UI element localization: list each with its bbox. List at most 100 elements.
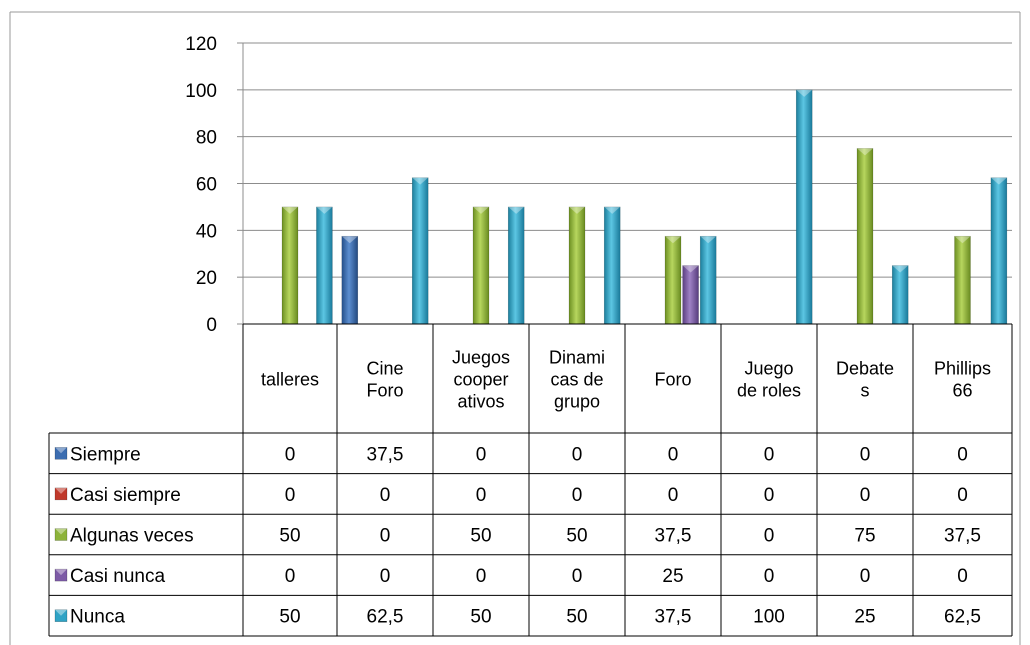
- category-label: Foro: [366, 381, 403, 401]
- category-label: cooper: [453, 370, 508, 390]
- data-table-value: 0: [860, 485, 871, 506]
- category-label: cas de: [550, 370, 603, 390]
- legend-key-bevel: [55, 487, 67, 494]
- bar-bevel-cap: [569, 206, 585, 214]
- bar-bevel-cap: [892, 265, 909, 273]
- category-label: Juegos: [452, 348, 510, 368]
- y-tick-label: 80: [196, 128, 217, 149]
- category-label: Foro: [654, 370, 691, 390]
- category-label: Juego: [744, 359, 793, 379]
- data-table-value: 0: [476, 485, 487, 506]
- data-table-value: 0: [476, 566, 487, 587]
- legend-key-bevel: [55, 569, 67, 576]
- data-table-value: 0: [572, 566, 583, 587]
- y-tick-label: 20: [196, 268, 217, 289]
- series-name: Casi nunca: [70, 566, 165, 587]
- data-table-value: 0: [380, 526, 391, 547]
- data-table-value: 0: [285, 444, 296, 465]
- category-label: Debate: [836, 359, 894, 379]
- data-table-value: 62,5: [367, 607, 404, 628]
- series-name: Algunas veces: [70, 526, 194, 547]
- legend-key-bevel: [55, 609, 67, 616]
- category-label: ativos: [457, 392, 504, 412]
- bar-bevel-cap: [508, 206, 525, 214]
- legend-key-bevel: [55, 528, 67, 535]
- bar-nunca: [990, 177, 1008, 325]
- data-table-value: 50: [279, 526, 300, 547]
- series-name: Siempre: [70, 444, 141, 465]
- data-table-value: 37,5: [655, 607, 692, 628]
- data-table-value: 0: [285, 485, 296, 506]
- data-table-value: 50: [279, 607, 300, 628]
- bar-algunas-veces: [856, 148, 874, 325]
- bar-bevel-cap: [990, 177, 1007, 185]
- bar-nunca: [411, 177, 429, 325]
- data-table: talleresCineForoJuegoscooperativosDinami…: [48, 323, 1013, 637]
- data-table-value: 100: [753, 607, 785, 628]
- bar-algunas-veces: [472, 206, 490, 325]
- bars: [281, 89, 1008, 325]
- category-label: grupo: [554, 392, 600, 412]
- category-label: s: [861, 381, 870, 401]
- y-tick-label: 100: [185, 81, 217, 102]
- y-tick-label: 0: [206, 315, 217, 336]
- bar-algunas-veces: [954, 235, 971, 325]
- data-table-value: 25: [662, 566, 683, 587]
- bar-bevel-cap: [665, 236, 681, 244]
- bar-bevel-cap: [282, 206, 298, 214]
- bar-nunca: [795, 89, 813, 325]
- category-label: de roles: [737, 381, 801, 401]
- bar-bevel-cap: [857, 148, 873, 156]
- gridlines: [243, 42, 1012, 278]
- bar-nunca: [316, 206, 333, 325]
- data-table-value: 0: [572, 485, 583, 506]
- bar-bevel-cap: [796, 89, 813, 97]
- category-label: Phillips: [934, 359, 991, 379]
- data-table-value: 0: [764, 526, 775, 547]
- data-table-value: 0: [764, 485, 775, 506]
- legend-key-casi-nunca: [54, 568, 68, 582]
- bar-bevel-cap: [341, 236, 358, 244]
- data-table-value: 75: [854, 526, 875, 547]
- bar-algunas-veces: [281, 206, 299, 325]
- data-table-value: 0: [957, 485, 968, 506]
- bar-bevel-cap: [316, 206, 333, 214]
- bar-siempre: [341, 235, 359, 325]
- data-table-value: 0: [764, 444, 775, 465]
- bar-bevel-cap: [954, 236, 971, 244]
- data-table-value: 0: [668, 444, 679, 465]
- bar-algunas-veces: [568, 206, 586, 325]
- data-table-value: 50: [470, 526, 491, 547]
- data-table-value: 62,5: [944, 607, 981, 628]
- series-name: Nunca: [70, 607, 125, 628]
- bar-bevel-cap: [604, 206, 621, 214]
- bar-algunas-veces: [664, 235, 682, 325]
- y-tick-label: 60: [196, 175, 217, 196]
- legend-key-casi-siempre: [54, 487, 68, 501]
- category-label: talleres: [261, 370, 319, 390]
- bar-bevel-cap: [682, 265, 699, 273]
- series-name: Casi siempre: [70, 485, 181, 506]
- category-label: 66: [952, 381, 972, 401]
- data-table-value: 0: [860, 566, 871, 587]
- bar-nunca: [507, 206, 525, 325]
- data-table-value: 0: [957, 566, 968, 587]
- bar-bevel-cap: [412, 177, 429, 185]
- legend-key-algunas-veces: [54, 528, 68, 541]
- category-label: Cine: [366, 359, 403, 379]
- y-tick-label: 40: [196, 221, 217, 242]
- bar-nunca: [699, 235, 717, 325]
- y-axis: 0 20 40 60 80 100 120: [185, 34, 244, 336]
- y-tick-label: 120: [185, 34, 217, 55]
- data-table-value: 50: [470, 607, 491, 628]
- data-table-value: 0: [380, 485, 391, 506]
- data-table-value: 0: [285, 566, 296, 587]
- data-table-value: 0: [668, 485, 679, 506]
- bar-casi-nunca: [682, 265, 699, 325]
- bar-bevel-cap: [473, 206, 489, 214]
- data-table-value: 0: [476, 444, 487, 465]
- data-table-value: 0: [860, 444, 871, 465]
- data-table-value: 0: [957, 444, 968, 465]
- bar-bevel-cap: [700, 236, 717, 244]
